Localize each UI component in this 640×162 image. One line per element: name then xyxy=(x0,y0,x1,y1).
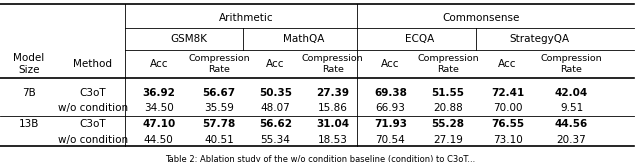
Text: Acc: Acc xyxy=(266,59,284,69)
Text: 18.53: 18.53 xyxy=(318,135,348,145)
Text: 34.50: 34.50 xyxy=(144,103,173,113)
Text: 13B: 13B xyxy=(19,120,39,129)
Text: 56.67: 56.67 xyxy=(202,88,236,98)
Text: MathQA: MathQA xyxy=(284,34,324,44)
Text: GSM8K: GSM8K xyxy=(170,34,207,44)
Text: 20.37: 20.37 xyxy=(557,135,586,145)
Text: 42.04: 42.04 xyxy=(555,88,588,98)
Text: Acc: Acc xyxy=(150,59,168,69)
Text: 31.04: 31.04 xyxy=(316,120,349,129)
Text: Table 2: Ablation study of the w/o condition baseline (condition) to C3oT...: Table 2: Ablation study of the w/o condi… xyxy=(165,155,475,162)
Text: 70.00: 70.00 xyxy=(493,103,522,113)
Text: 56.62: 56.62 xyxy=(259,120,292,129)
Text: Compression
Rate: Compression Rate xyxy=(188,54,250,74)
Text: 55.28: 55.28 xyxy=(431,120,465,129)
Text: 9.51: 9.51 xyxy=(560,103,583,113)
Text: 51.55: 51.55 xyxy=(431,88,465,98)
Text: Model
Size: Model Size xyxy=(13,53,44,75)
Text: 48.07: 48.07 xyxy=(260,103,290,113)
Text: Compression
Rate: Compression Rate xyxy=(302,54,364,74)
Text: 35.59: 35.59 xyxy=(204,103,234,113)
Text: 70.54: 70.54 xyxy=(376,135,405,145)
Text: Acc: Acc xyxy=(499,59,516,69)
Text: 55.34: 55.34 xyxy=(260,135,290,145)
Text: 15.86: 15.86 xyxy=(318,103,348,113)
Text: 27.19: 27.19 xyxy=(433,135,463,145)
Text: 69.38: 69.38 xyxy=(374,88,407,98)
Text: 66.93: 66.93 xyxy=(376,103,405,113)
Text: C3oT: C3oT xyxy=(79,88,106,98)
Text: 40.51: 40.51 xyxy=(204,135,234,145)
Text: Compression
Rate: Compression Rate xyxy=(417,54,479,74)
Text: 44.56: 44.56 xyxy=(555,120,588,129)
Text: 57.78: 57.78 xyxy=(202,120,236,129)
Text: 7B: 7B xyxy=(22,88,36,98)
Text: 20.88: 20.88 xyxy=(433,103,463,113)
Text: 73.10: 73.10 xyxy=(493,135,522,145)
Text: Commonsense: Commonsense xyxy=(442,13,519,23)
Text: Acc: Acc xyxy=(381,59,399,69)
Text: StrategyQA: StrategyQA xyxy=(509,34,570,44)
Text: 71.93: 71.93 xyxy=(374,120,407,129)
Text: Arithmetic: Arithmetic xyxy=(218,13,273,23)
Text: 50.35: 50.35 xyxy=(259,88,292,98)
Text: C3oT: C3oT xyxy=(79,120,106,129)
Text: 36.92: 36.92 xyxy=(142,88,175,98)
Text: 47.10: 47.10 xyxy=(142,120,175,129)
Text: Compression
Rate: Compression Rate xyxy=(541,54,602,74)
Text: 72.41: 72.41 xyxy=(491,88,524,98)
Text: w/o condition: w/o condition xyxy=(58,135,128,145)
Text: 27.39: 27.39 xyxy=(316,88,349,98)
Text: Method: Method xyxy=(74,59,112,69)
Text: 44.50: 44.50 xyxy=(144,135,173,145)
Text: 76.55: 76.55 xyxy=(491,120,524,129)
Text: w/o condition: w/o condition xyxy=(58,103,128,113)
Text: ECQA: ECQA xyxy=(404,34,434,44)
